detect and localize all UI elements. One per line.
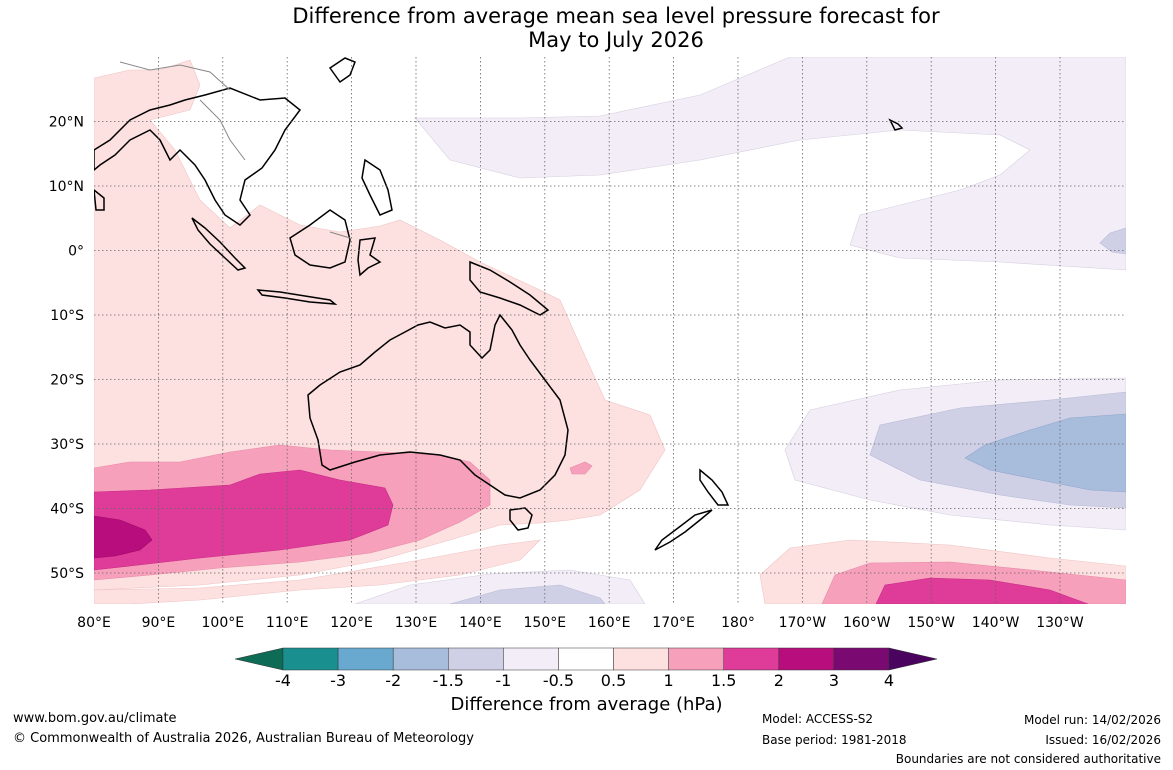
graticule: [94, 57, 1126, 604]
base-period: Base period: 1981-2018: [762, 733, 907, 747]
disclaimer: Boundaries are not considered authoritat…: [895, 752, 1161, 766]
latitude-label: 40°S: [50, 502, 84, 518]
longitude-label: 110°E: [266, 615, 309, 631]
model-name: Model: ACCESS-S2: [762, 712, 874, 726]
coastlines: [94, 57, 904, 551]
colorbar-segment: [723, 647, 780, 671]
longitude-label: 90°E: [142, 615, 176, 631]
longitude-label: 140°E: [459, 615, 502, 631]
longitude-label: 130°W: [1036, 615, 1084, 631]
coastline-sumatra: [191, 217, 247, 271]
colorbar-title: Difference from average (hPa): [450, 694, 723, 715]
anomaly-region-purple-far-south: [449, 584, 606, 604]
latitude-label: 20°N: [49, 115, 84, 131]
longitude-label: 100°E: [202, 615, 245, 631]
latitude-label: 50°S: [50, 566, 84, 582]
colorbar-segment: [282, 647, 339, 671]
colorbar-segment: [613, 647, 669, 671]
longitude-label: 150°W: [907, 615, 955, 631]
issued-date: Issued: 16/02/2026: [1045, 733, 1161, 747]
colorbar-segment: [448, 647, 504, 671]
colorbar-tick-label: -3: [330, 671, 347, 690]
longitude-label: 170°E: [652, 615, 695, 631]
coastline-java: [256, 289, 338, 305]
colorbar-tick-label: -0.5: [542, 671, 575, 690]
coastline-new-zealand-south: [654, 509, 713, 551]
anomaly-region-dark-magenta: [94, 515, 153, 559]
colorbar-tick-label: 3: [828, 671, 839, 690]
map-panel: [94, 57, 1126, 604]
map-title: Difference from average mean sea level p…: [0, 4, 1173, 52]
anomaly-region-magenta-pacific: [875, 577, 1089, 604]
longitude-labels: 80°E 90°E 100°E 110°E 120°E 130°E 140°E 150°E 16…: [77, 615, 1084, 631]
country-borders: [119, 61, 351, 239]
title-line-2: May to July 2026: [528, 28, 704, 52]
coastline-hawaii: [888, 118, 904, 131]
colorbar-segment: [337, 647, 394, 671]
anomaly-region-medium-pink-small: [569, 461, 593, 475]
colorbar-segment: [668, 647, 724, 671]
coastline-sulawesi: [357, 237, 382, 277]
colorbar-segment: [833, 647, 890, 671]
title-line-1: Difference from average mean sea level p…: [292, 4, 940, 28]
anomaly-region-magenta-indian: [94, 469, 394, 571]
latitude-label: 10°N: [49, 179, 84, 195]
model-run-date: Model run: 14/02/2026: [1023, 713, 1161, 727]
coastline-sri-lanka: [94, 189, 105, 211]
anomaly-region-light-purple-north: [414, 57, 1126, 271]
longitude-label: 130°E: [395, 615, 438, 631]
colorbar: [234, 647, 938, 671]
colorbar-tick-label: 1: [663, 671, 674, 690]
colorbar-tick-label: -4: [275, 671, 291, 690]
anomaly-region-purple-equator: [1099, 227, 1126, 255]
latitude-label: 0°: [68, 244, 84, 260]
website-link[interactable]: www.bom.gov.au/climate: [13, 711, 177, 726]
colorbar-under-arrow: [234, 647, 284, 671]
latitude-label: 10°S: [50, 308, 84, 324]
colorbar-segment: [503, 647, 559, 671]
colorbar-tick-label: 1.5: [710, 671, 737, 690]
longitude-label: 150°E: [524, 615, 567, 631]
longitude-label: 160°W: [843, 615, 891, 631]
copyright-text: © Commonwealth of Australia 2026, Austra…: [13, 731, 474, 746]
longitude-label: 160°E: [588, 615, 631, 631]
latitude-labels: 20°N 10°N 0° 10°S 20°S 30°S 40°S 50°S: [49, 115, 84, 583]
longitude-label: 170°W: [779, 615, 827, 631]
longitude-label: 80°E: [77, 615, 111, 631]
coastline-new-guinea: [469, 260, 550, 316]
colorbar-tick-label: 2: [773, 671, 784, 690]
latitude-label: 30°S: [50, 437, 84, 453]
colorbar-segment: [558, 647, 614, 671]
colorbar-over-arrow: [888, 647, 938, 671]
anomaly-map: 20°N 10°N 0° 10°S 20°S 30°S 40°S 50°S 80°E 90°E 1…: [49, 57, 1126, 671]
anomaly-region-blue-south: [964, 413, 1126, 493]
coastline-australia: [307, 313, 569, 499]
colorbar-tick-label: -1: [495, 671, 512, 690]
anomaly-region-pink-southern-ocean: [94, 539, 541, 604]
colorbar-segment: [778, 647, 835, 671]
colorbar-segment: [392, 647, 449, 671]
latitude-label: 20°S: [50, 373, 84, 389]
colorbar-tick-label: -2: [385, 671, 402, 690]
longitude-label: 180°: [721, 615, 755, 631]
coastline-philippines: [361, 158, 393, 216]
coastline-asia-mainland: [94, 87, 302, 226]
longitude-label: 120°E: [330, 615, 373, 631]
longitude-label: 140°W: [972, 615, 1020, 631]
coastline-new-zealand-north: [699, 468, 730, 506]
colorbar-tick-label: 0.5: [600, 671, 627, 690]
coastline-tasmania: [509, 507, 533, 531]
coastline-japan: [328, 57, 356, 84]
colorbar-tick-label: 4: [883, 671, 895, 690]
colorbar-tick-label: -1.5: [432, 671, 464, 690]
coastline-borneo: [289, 209, 351, 269]
